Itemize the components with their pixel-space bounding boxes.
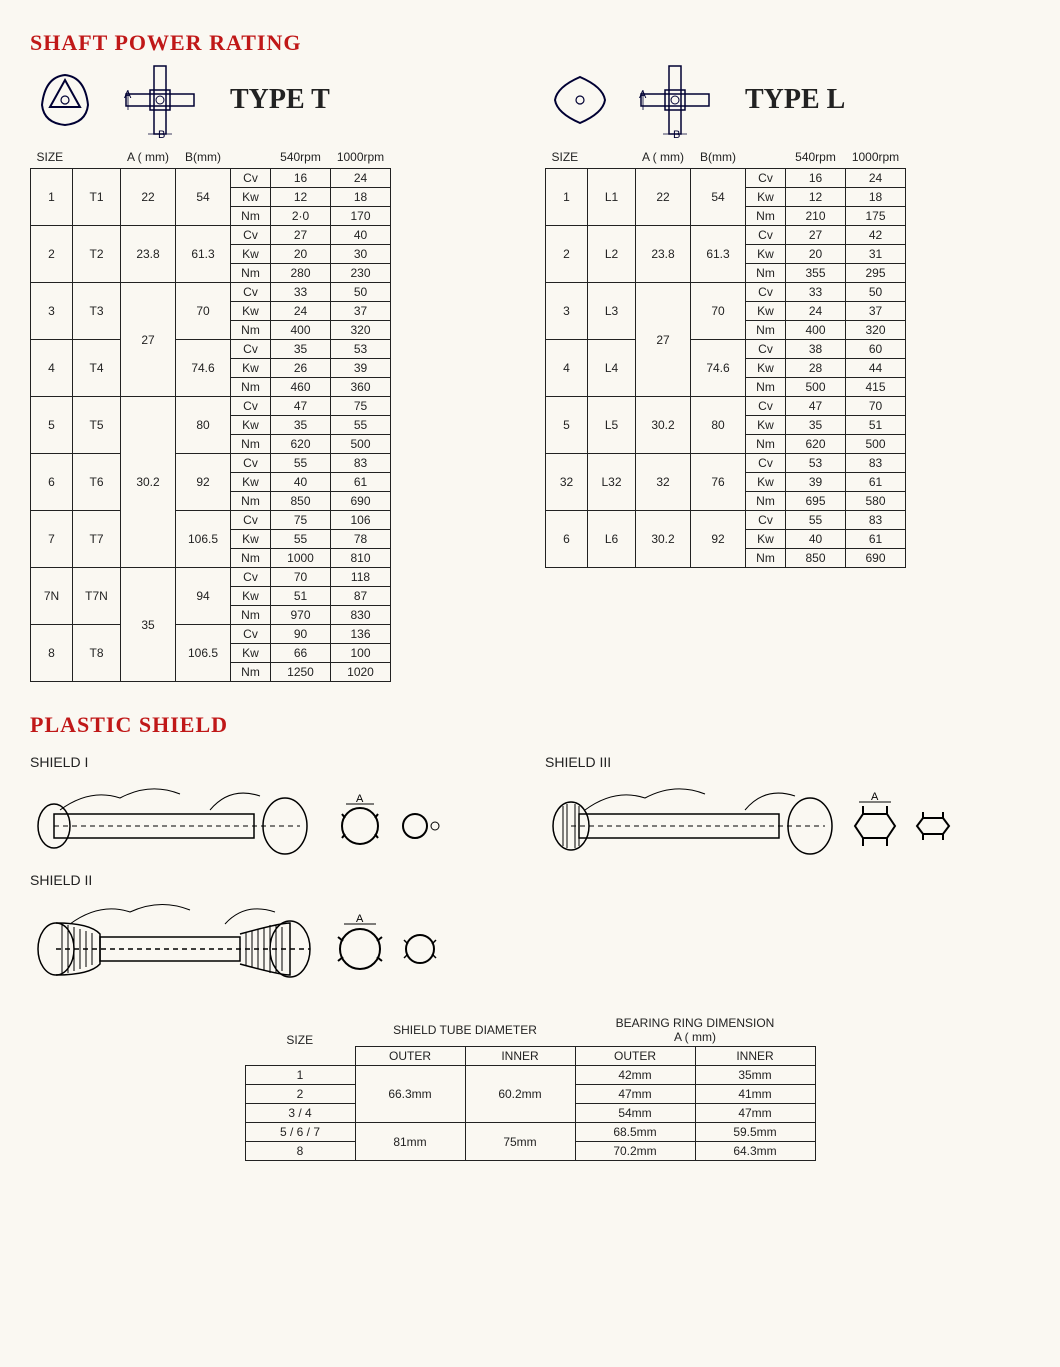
shield-table: SIZESHIELD TUBE DIAMETERBEARING RING DIM… xyxy=(245,1014,816,1161)
shield-3-icon: A xyxy=(545,776,965,866)
table-row: 7T7106.5Cv75106 xyxy=(31,511,391,530)
table-row: 8T8106.5Cv90136 xyxy=(31,625,391,644)
shield-2-icon: A xyxy=(30,894,450,994)
type-t-label: TYPE T xyxy=(230,84,330,116)
table-row: 1L12254Cv1624 xyxy=(546,169,906,188)
table-row: 6T692Cv5583 xyxy=(31,454,391,473)
type-t-table: SIZEA ( mm)B(mm)540rpm1000rpm1T12254Cv16… xyxy=(30,148,391,682)
svg-text:B: B xyxy=(673,129,680,140)
section-title-shield: PLASTIC SHIELD xyxy=(30,712,1030,738)
cross-joint-icon: A B xyxy=(120,60,200,140)
table-row: 2T223.861.3Cv2740 xyxy=(31,226,391,245)
cross-joint-icon: A B xyxy=(635,60,715,140)
table-row: 6L630.292Cv5583 xyxy=(546,511,906,530)
shield-2-label: SHIELD II xyxy=(30,872,515,888)
svg-text:A: A xyxy=(871,791,879,803)
type-l-table: SIZEA ( mm)B(mm)540rpm1000rpm1L12254Cv16… xyxy=(545,148,906,568)
table-row: 5L530.280Cv4770 xyxy=(546,397,906,416)
svg-text:B: B xyxy=(158,129,165,140)
shield-3-label: SHIELD III xyxy=(545,754,1030,770)
lemon-profile-icon xyxy=(545,65,615,135)
type-t-block: A B TYPE T SIZEA ( mm)B(mm)540rpm1000rpm… xyxy=(30,60,515,682)
shield-1-icon: A xyxy=(30,776,450,866)
table-row: 4T474.6Cv3553 xyxy=(31,340,391,359)
table-row: 166.3mm60.2mm42mm35mm xyxy=(245,1066,815,1085)
table-row: 3T32770Cv3350 xyxy=(31,283,391,302)
table-row: 4L474.6Cv3860 xyxy=(546,340,906,359)
type-l-block: A B TYPE L SIZEA ( mm)B(mm)540rpm1000rpm… xyxy=(545,60,1030,682)
table-row: 2L223.861.3Cv2742 xyxy=(546,226,906,245)
table-row: 3L32770Cv3350 xyxy=(546,283,906,302)
table-row: 7NT7N3594Cv70118 xyxy=(31,568,391,587)
type-l-label: TYPE L xyxy=(745,84,845,116)
triangle-profile-icon xyxy=(30,65,100,135)
table-row: 5T530.280Cv4775 xyxy=(31,397,391,416)
svg-text:A: A xyxy=(356,913,364,925)
table-row: 5 / 6 / 781mm75mm68.5mm59.5mm xyxy=(245,1123,815,1142)
table-row: 1T12254Cv1624 xyxy=(31,169,391,188)
section-title-shaft: SHAFT POWER RATING xyxy=(30,30,1030,56)
table-row: 32L323276Cv5383 xyxy=(546,454,906,473)
svg-text:A: A xyxy=(356,793,364,805)
shield-1-label: SHIELD I xyxy=(30,754,515,770)
